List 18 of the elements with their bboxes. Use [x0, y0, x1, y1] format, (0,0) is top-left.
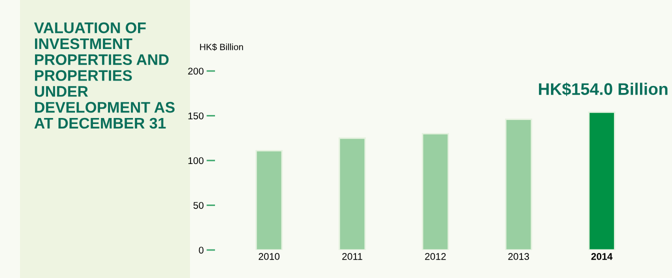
y-tick-label: 200 [188, 68, 204, 75]
bar [255, 150, 283, 250]
bar [588, 111, 616, 250]
bar [505, 118, 532, 250]
bar [338, 137, 366, 250]
x-tick-label: 2012 [425, 253, 446, 260]
y-tick-label: 50 [193, 202, 204, 209]
y-tick-label: 100 [188, 157, 204, 164]
x-tick-label: 2011 [342, 253, 362, 260]
x-tick-label: 2013 [508, 253, 529, 260]
bar [422, 132, 450, 250]
y-axis-title: HK$ Billion [200, 43, 243, 51]
y-tick-label: 150 [188, 112, 204, 120]
x-tick-label: 2010 [258, 253, 280, 260]
annotation: HK$154.0 Billion [538, 82, 668, 96]
text: VALUATION OF INVESTMENT PROPERTIES AND PROPERTIES UNDER DEVELOPMENT AS AT DECEMBER 31 [34, 22, 175, 129]
x-tick-label: 2014 [591, 253, 613, 260]
y-tick-label: 0 [198, 246, 204, 254]
